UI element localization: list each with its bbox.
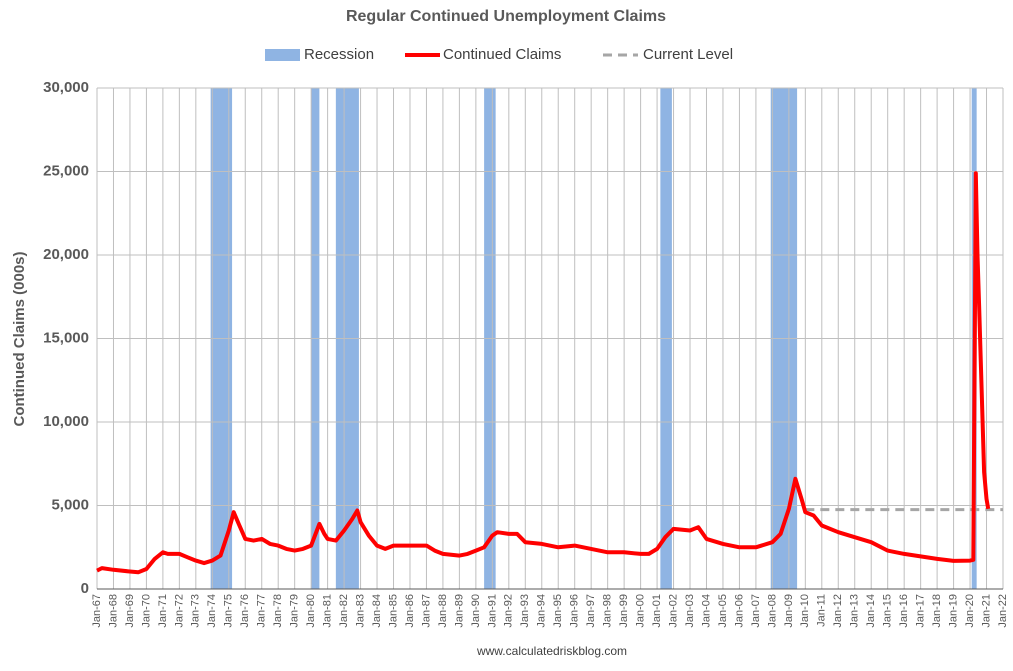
y-tick-label: 5,000: [51, 496, 89, 513]
x-tick-label: Jan-79: [289, 594, 301, 628]
x-tick-label: Jan-02: [667, 594, 679, 628]
claims-line: [96, 171, 991, 575]
x-tick-label: Jan-75: [223, 594, 235, 628]
x-tick-label: Jan-91: [486, 594, 498, 628]
x-tick-label: Jan-98: [602, 594, 614, 628]
x-tick-label: Jan-81: [322, 594, 334, 628]
x-tick-label: Jan-74: [206, 594, 218, 628]
x-tick-label: Jan-10: [799, 594, 811, 628]
x-tick-label: Jan-72: [173, 594, 185, 628]
x-tick-label: Jan-80: [305, 594, 317, 628]
x-tick-label: Jan-97: [585, 594, 597, 628]
x-tick-label: Jan-92: [503, 594, 515, 628]
legend-swatch: [265, 49, 300, 61]
y-axis-label: Continued Claims (000s): [11, 251, 28, 426]
y-tick-label: 25,000: [43, 162, 89, 179]
x-tick-label: Jan-87: [420, 594, 432, 628]
x-tick-label: Jan-78: [272, 594, 284, 628]
x-tick-label: Jan-01: [651, 594, 663, 628]
y-tick-label: 0: [81, 580, 89, 597]
x-tick-label: Jan-03: [684, 594, 696, 628]
x-tick-label: Jan-69: [124, 594, 136, 628]
x-tick-label: Jan-17: [915, 594, 927, 628]
y-tick-label: 20,000: [43, 246, 89, 263]
x-tick-label: Jan-68: [107, 594, 119, 628]
y-tick-label: 15,000: [43, 329, 89, 346]
x-tick-label: Jan-90: [470, 594, 482, 628]
x-tick-label: Jan-83: [354, 594, 366, 628]
x-tick-label: Jan-15: [882, 594, 894, 628]
x-tick-label: Jan-99: [618, 594, 630, 628]
x-tick-label: Jan-89: [453, 594, 465, 628]
x-tick-label: Jan-04: [700, 594, 712, 628]
x-tick-label: Jan-96: [569, 594, 581, 628]
chart-title: Regular Continued Unemployment Claims: [346, 8, 666, 25]
x-tick-label: Jan-08: [766, 594, 778, 628]
x-tick-label: Jan-11: [816, 594, 828, 627]
x-tick-label: Jan-82: [338, 594, 350, 628]
x-tick-label: Jan-14: [865, 594, 877, 628]
x-tick-label: Jan-16: [898, 594, 910, 628]
x-tick-label: Jan-76: [239, 594, 251, 628]
x-tick-label: Jan-77: [256, 594, 268, 628]
x-tick-label: Jan-94: [536, 594, 548, 628]
x-tick-label: Jan-84: [371, 594, 383, 628]
x-tick-label: Jan-67: [91, 594, 103, 628]
x-tick-label: Jan-95: [552, 594, 564, 628]
x-tick-label: Jan-85: [387, 594, 399, 628]
legend-label: Current Level: [643, 46, 733, 63]
x-tick-label: Jan-86: [404, 594, 416, 628]
x-tick-label: Jan-71: [157, 594, 169, 628]
x-tick-label: Jan-18: [931, 594, 943, 628]
x-tick-label: Jan-06: [733, 594, 745, 628]
y-tick-label: 10,000: [43, 413, 89, 430]
x-tick-label: Jan-00: [635, 594, 647, 628]
x-tick-label: Jan-20: [964, 594, 976, 628]
x-tick-label: Jan-07: [750, 594, 762, 628]
x-tick-label: Jan-93: [519, 594, 531, 628]
x-tick-label: Jan-05: [717, 594, 729, 628]
y-tick-label: 30,000: [43, 79, 89, 96]
x-tick-label: Jan-12: [832, 594, 844, 628]
x-tick-label: Jan-19: [947, 594, 959, 628]
x-tick-label: Jan-88: [437, 594, 449, 628]
x-tick-label: Jan-21: [980, 594, 992, 628]
x-tick-label: Jan-70: [140, 594, 152, 628]
footer: www.calculatedriskblog.com: [476, 644, 627, 658]
x-tick-label: Jan-73: [190, 594, 202, 628]
x-tick-label: Jan-22: [997, 594, 1009, 628]
legend-label: Recession: [304, 46, 374, 63]
x-tick-label: Jan-13: [849, 594, 861, 628]
x-tick-label: Jan-09: [783, 594, 795, 628]
legend-label: Continued Claims: [443, 46, 561, 63]
